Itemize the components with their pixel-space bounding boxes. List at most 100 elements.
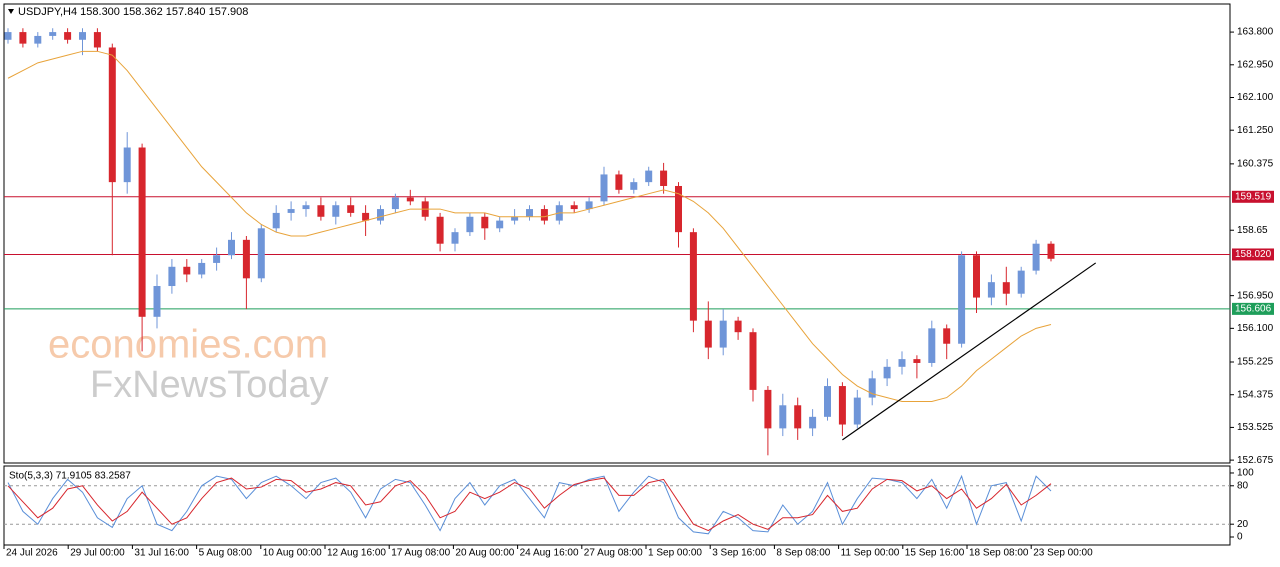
level-label-box	[1232, 248, 1274, 261]
x-tick-label: 24 Aug 16:00	[520, 548, 579, 559]
candle-body	[406, 197, 414, 202]
candle-body	[64, 32, 72, 40]
candle-body	[272, 212, 280, 229]
candle-body	[883, 366, 891, 379]
y-tick-label: 162.100	[1237, 92, 1274, 103]
x-tick-label: 29 Jul 00:00	[70, 548, 125, 559]
candle-body	[123, 147, 131, 183]
candle-body	[600, 174, 608, 202]
candle-body	[436, 216, 444, 244]
candle-body	[943, 328, 951, 344]
candle-body	[228, 239, 235, 256]
candle-body	[317, 205, 325, 217]
candle-body	[377, 209, 384, 221]
watermark: economies.com	[48, 323, 328, 367]
y-tick-label: 154.375	[1237, 389, 1274, 400]
menu-arrow	[8, 9, 14, 14]
candle-body	[585, 201, 593, 210]
y-tick-label: 155.225	[1237, 357, 1274, 368]
x-tick-label: 5 Aug 08:00	[199, 548, 253, 559]
level-label: 156.606	[1235, 304, 1272, 315]
y-tick-label: 153.525	[1237, 422, 1274, 433]
candle-body	[138, 147, 146, 317]
candle-body	[287, 209, 295, 213]
y-tick-label: 160.375	[1237, 159, 1274, 170]
stoch-line	[7, 474, 1052, 535]
candle-body	[1032, 243, 1040, 271]
x-tick-label: 11 Sep 00:00	[841, 548, 900, 559]
candle-body	[898, 359, 906, 367]
stoch-tick-label: 20	[1237, 519, 1249, 530]
stoch-tick-label: 80	[1237, 480, 1249, 491]
x-tick-label: 20 Aug 00:00	[455, 548, 514, 559]
x-tick-label: 15 Sep 16:00	[905, 548, 965, 559]
candle-body	[362, 212, 370, 221]
candle-body	[302, 205, 310, 210]
candle-body	[675, 185, 682, 233]
candle-body	[242, 239, 250, 279]
candle-body	[749, 332, 757, 390]
candle-body	[526, 209, 533, 217]
candle-body	[4, 32, 12, 40]
candle-body	[764, 389, 772, 429]
candle-body	[838, 386, 846, 425]
x-tick-label: 12 Aug 16:00	[327, 548, 386, 559]
candle-body	[168, 266, 176, 287]
x-tick-label: 3 Sep 16:00	[712, 548, 766, 559]
candle-body	[257, 228, 265, 279]
candle-body	[34, 35, 42, 44]
candle-body	[496, 220, 504, 229]
candle-body	[481, 216, 489, 229]
main-panel	[3, 3, 1231, 464]
candle-body	[645, 170, 653, 183]
candle-body	[108, 47, 116, 183]
candle-body	[987, 282, 995, 298]
candle-body	[660, 170, 668, 186]
candle-body	[958, 255, 966, 344]
moving-average	[7, 50, 1052, 402]
candle-body	[451, 232, 459, 244]
y-tick-label: 158.65	[1237, 225, 1268, 236]
level-label: 158.020	[1235, 249, 1272, 260]
candle-body	[19, 32, 27, 44]
candle-body	[1047, 243, 1055, 259]
candle-body	[615, 174, 623, 190]
x-tick-label: 10 Aug 00:00	[263, 548, 322, 559]
candle-body	[1017, 270, 1025, 294]
candle-body	[79, 32, 86, 40]
candle-body	[824, 386, 831, 417]
chart-title: USDJPY,H4 158.300 158.362 157.840 157.90…	[18, 6, 248, 18]
y-tick-label: 163.800	[1237, 27, 1274, 38]
level-label: 159.519	[1235, 191, 1272, 202]
candle-body	[689, 232, 697, 321]
candle-body	[332, 205, 340, 217]
x-tick-label: 1 Sep 00:00	[648, 548, 702, 559]
stoch-tick-label: 100	[1237, 468, 1254, 479]
stoch-line	[7, 477, 1052, 532]
stoch-tick-label: 0	[1237, 532, 1243, 543]
trendline	[842, 262, 1097, 441]
candle-body	[198, 262, 206, 275]
candle-body	[49, 32, 57, 36]
watermark: FxNewsToday	[90, 364, 329, 406]
x-tick-label: 24 Jul 2026	[6, 548, 58, 559]
candle-body	[853, 397, 861, 425]
candle-body	[928, 328, 936, 363]
candle-body	[973, 255, 980, 298]
candle-body	[734, 320, 742, 333]
candle-body	[1002, 282, 1010, 294]
candle-body	[704, 320, 712, 348]
candle-body	[213, 255, 221, 263]
candle-body	[794, 405, 802, 429]
candle-body	[913, 359, 921, 363]
stochastic-panel	[3, 465, 1231, 546]
candle-body	[93, 32, 101, 48]
candle-body	[183, 266, 191, 275]
level-label-box	[1232, 190, 1274, 203]
candle-body	[570, 205, 578, 210]
candle-body	[511, 216, 519, 221]
candle-body	[347, 205, 355, 213]
candle-body	[719, 320, 727, 348]
y-tick-label: 156.100	[1237, 323, 1274, 334]
